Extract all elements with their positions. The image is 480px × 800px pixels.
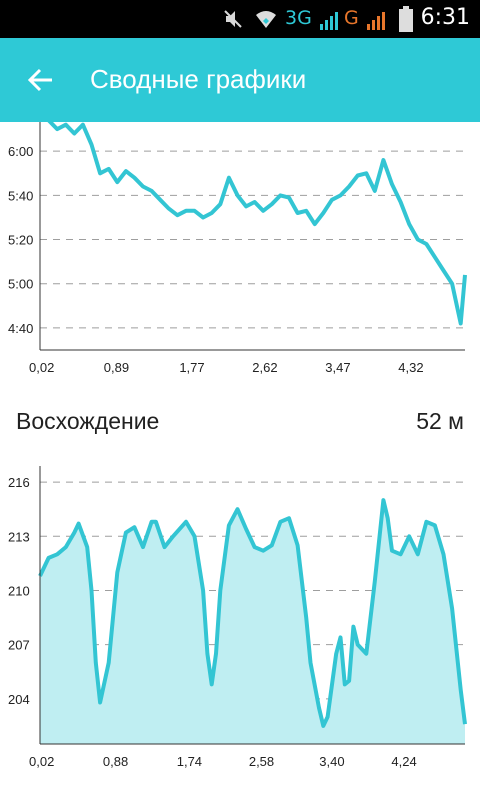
y-tick-label: 4:40 xyxy=(8,321,33,336)
climb-row: Восхождение 52 м xyxy=(0,400,480,446)
series-line xyxy=(47,122,467,326)
y-tick-label: 204 xyxy=(8,692,30,707)
y-tick-label: 6:00 xyxy=(8,144,33,159)
x-tick-label: 2,58 xyxy=(249,754,274,769)
y-tick-label: 210 xyxy=(8,583,30,598)
elevation-chart: 216 213 210 207 204 0,02 0,88 1,74 2,58 3,40 4,24 xyxy=(8,466,467,769)
y-tick-label: 207 xyxy=(8,638,30,653)
x-tick-label: 1,74 xyxy=(177,754,202,769)
back-button[interactable] xyxy=(20,58,64,102)
area-fill xyxy=(40,500,465,744)
climb-value: 52 м xyxy=(416,408,464,434)
y-tick-label: 216 xyxy=(8,475,30,490)
x-tick-label: 4,32 xyxy=(398,360,423,375)
x-tick-label: 0,89 xyxy=(104,360,129,375)
wifi-icon xyxy=(256,11,276,28)
x-tick-label: 1,77 xyxy=(179,360,204,375)
signal-icon xyxy=(320,12,338,30)
x-tick-label: 3,47 xyxy=(325,360,350,375)
y-tick-label: 5:00 xyxy=(8,277,33,292)
network-3g-label: 3G xyxy=(285,7,312,29)
clock: 6:31 xyxy=(420,5,470,30)
status-bar: 3G G 6:31 xyxy=(0,0,480,38)
series-line xyxy=(38,498,467,728)
x-tick-label: 3,40 xyxy=(319,754,344,769)
signal-icon xyxy=(367,12,385,30)
network-g-label: G xyxy=(344,7,359,29)
x-tick-label: 0,02 xyxy=(29,754,54,769)
climb-label: Восхождение xyxy=(16,408,160,434)
x-tick-label: 2,62 xyxy=(252,360,277,375)
x-tick-label: 0,02 xyxy=(29,360,54,375)
app-bar: Сводные графики xyxy=(0,38,480,122)
x-tick-label: 4,24 xyxy=(391,754,416,769)
battery-icon xyxy=(399,6,413,32)
y-tick-label: 5:20 xyxy=(8,233,33,248)
page-title: Сводные графики xyxy=(90,64,307,94)
mute-icon xyxy=(224,10,242,28)
y-tick-label: 213 xyxy=(8,529,30,544)
arrow-left-icon xyxy=(27,68,52,92)
y-tick-label: 5:40 xyxy=(8,188,33,203)
x-tick-label: 0,88 xyxy=(103,754,128,769)
pace-chart: 6:00 5:40 5:20 5:00 4:40 0,02 0,89 1,77 2,62 3,47… xyxy=(8,122,467,375)
